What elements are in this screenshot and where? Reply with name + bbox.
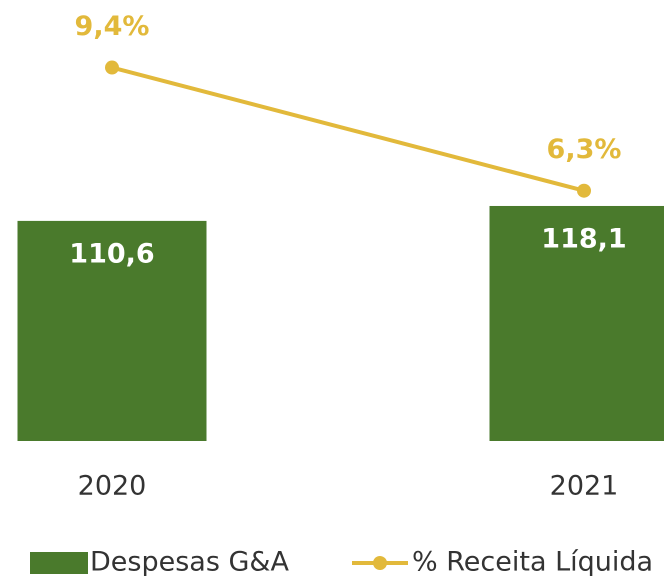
- x-tick-label: 2021: [550, 471, 619, 502]
- legend-label: % Receita Líquida: [412, 547, 653, 578]
- legend-swatch-dot: [373, 556, 387, 570]
- bar-value-label: 110,6: [69, 238, 154, 269]
- legend-label: Despesas G&A: [90, 547, 289, 578]
- bar: [17, 220, 207, 441]
- line-value-label: 9,4%: [75, 11, 150, 42]
- line: [111, 65, 585, 193]
- line-point: [105, 60, 119, 75]
- bar-value-label: 118,1: [541, 223, 626, 254]
- bar: [489, 205, 664, 441]
- line-value-label: 6,3%: [547, 134, 622, 165]
- legend-swatch: [30, 552, 88, 574]
- line-point: [577, 183, 591, 198]
- x-tick-label: 2020: [78, 471, 147, 502]
